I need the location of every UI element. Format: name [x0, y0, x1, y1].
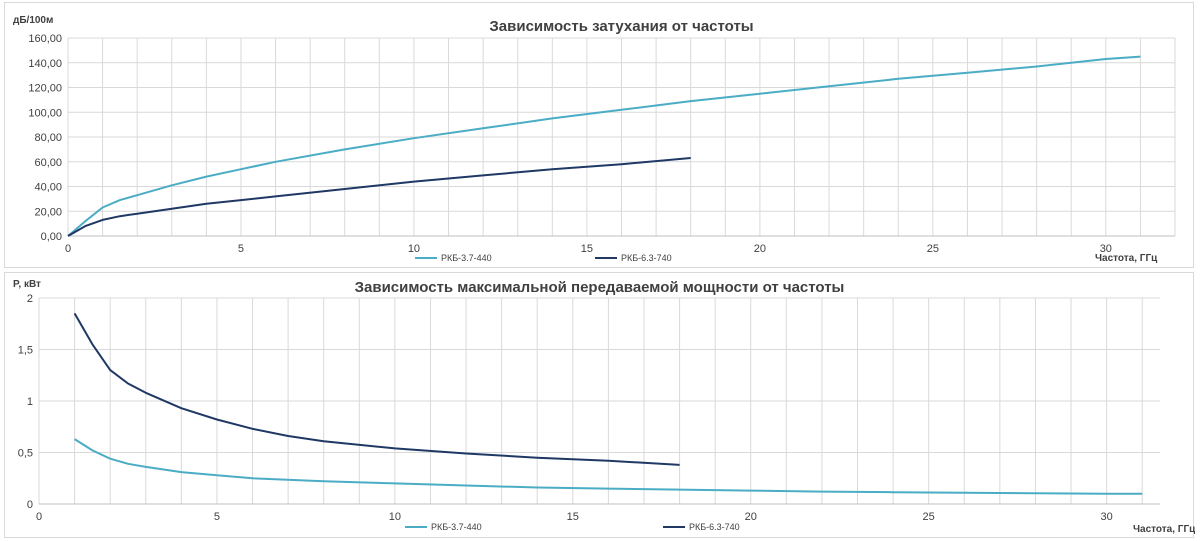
x-tick-label: 30	[1100, 243, 1112, 255]
legend-label-2: РКБ-6.3-740	[689, 522, 740, 532]
x-tick-label: 15	[567, 511, 579, 523]
y-tick-label: 0,00	[41, 231, 62, 243]
x-tick-label: 5	[238, 243, 244, 255]
x-axis-label: Частота, ГГц	[1095, 253, 1158, 264]
legend-label-1: РКБ-3.7-440	[441, 253, 492, 263]
x-tick-label: 10	[389, 511, 401, 523]
y-tick-label: 0,5	[18, 448, 33, 460]
x-tick-label: 25	[927, 243, 939, 255]
y-tick-label: 60,00	[34, 157, 62, 169]
y-tick-label: 20,00	[34, 206, 62, 218]
legend-label-2: РКБ-6.3-740	[621, 253, 672, 263]
y-tick-label: 80,00	[34, 132, 62, 144]
attenuation-chart: Зависимость затухания от частоты дБ/100м Ч…	[13, 15, 1176, 264]
y-tick-label: 120,00	[28, 83, 62, 95]
y-tick-label: 40,00	[34, 182, 62, 194]
power-chart: Зависимость максимальной передаваемой мо…	[13, 279, 1195, 535]
y-tick-label: 1	[27, 396, 33, 408]
attenuation-chart-panel: Зависимость затухания от частоты дБ/100м Ч…	[4, 2, 1194, 268]
y-tick-label: 100,00	[28, 107, 62, 119]
x-tick-label: 0	[65, 243, 71, 255]
x-tick-label: 15	[581, 243, 593, 255]
x-tick-label: 10	[408, 243, 420, 255]
x-axis-label: Частота, ГГц	[1133, 524, 1195, 535]
x-tick-label: 20	[745, 511, 757, 523]
x-tick-label: 5	[214, 511, 220, 523]
power-chart-panel: Зависимость максимальной передаваемой мо…	[4, 272, 1195, 538]
chart-title: Зависимость максимальной передаваемой мо…	[355, 279, 845, 296]
chart-title: Зависимость затухания от частоты	[489, 18, 753, 35]
x-tick-label: 30	[1100, 511, 1112, 523]
x-tick-label: 20	[754, 243, 766, 255]
y-tick-label: 0	[27, 499, 33, 511]
y-axis-label: дБ/100м	[13, 15, 53, 26]
y-tick-label: 2	[27, 293, 33, 305]
y-tick-label: 140,00	[28, 58, 62, 70]
x-tick-label: 0	[36, 511, 42, 523]
series-line-1	[67, 55, 1141, 237]
series-line-1	[74, 438, 1143, 495]
y-tick-label: 160,00	[28, 33, 62, 45]
legend-label-1: РКБ-3.7-440	[431, 522, 482, 532]
x-tick-label: 25	[923, 511, 935, 523]
y-tick-label: 1,5	[18, 345, 33, 357]
series-line-2	[73, 312, 680, 466]
y-axis-label: P, кВт	[13, 279, 41, 290]
series-line-2	[67, 157, 691, 237]
